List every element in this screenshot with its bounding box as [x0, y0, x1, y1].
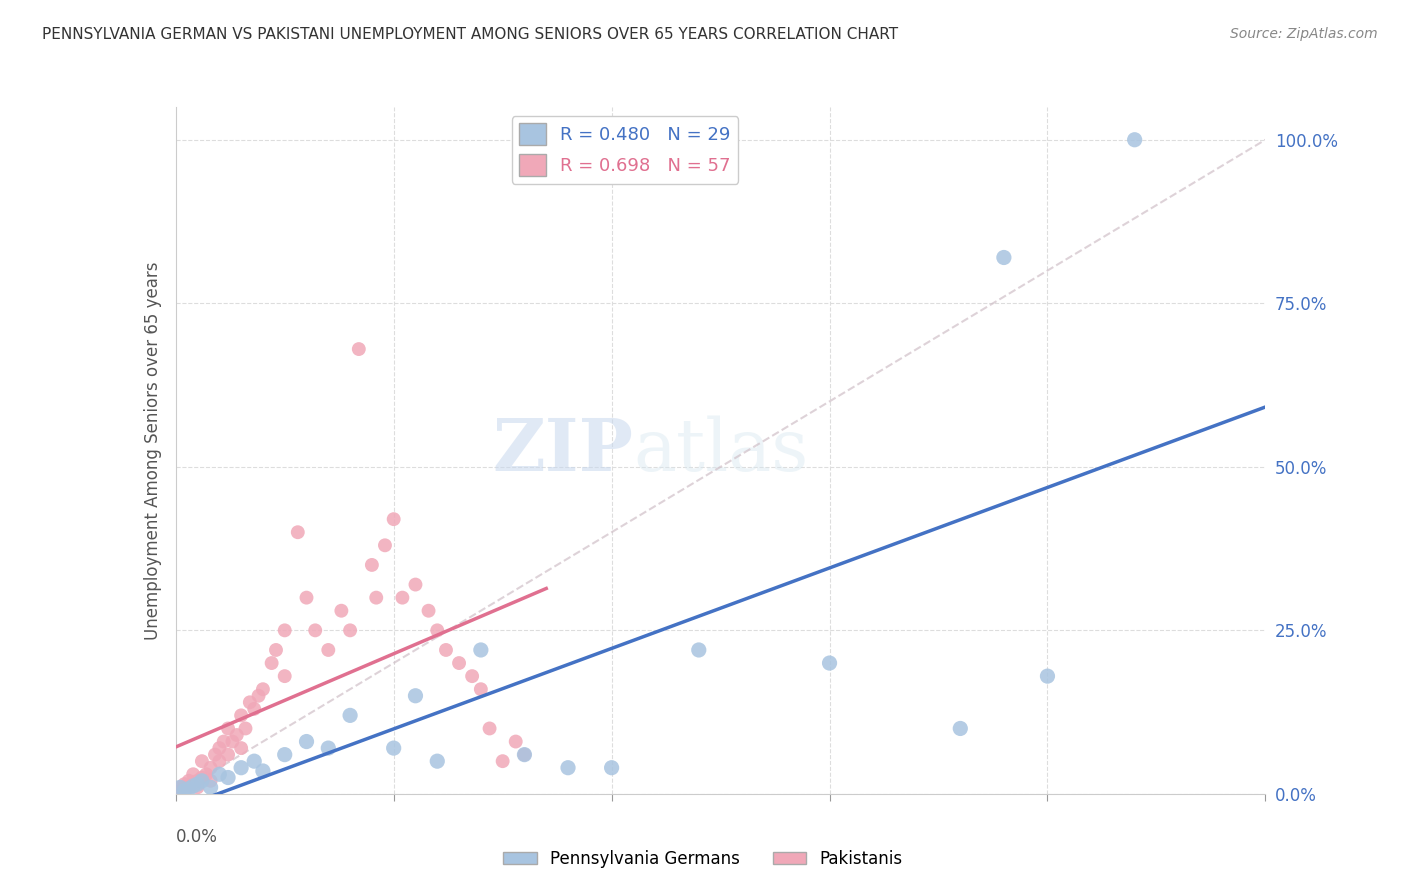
- Point: [217, 747, 239, 762]
- Point: [374, 538, 396, 552]
- Point: [513, 747, 536, 762]
- Point: [225, 728, 247, 742]
- Point: [447, 656, 470, 670]
- Point: [200, 773, 222, 788]
- Point: [212, 734, 235, 748]
- Point: [169, 783, 191, 797]
- Point: [818, 656, 841, 670]
- Point: [177, 780, 200, 795]
- Point: [418, 604, 440, 618]
- Point: [186, 777, 209, 791]
- Point: [173, 781, 195, 796]
- Point: [177, 781, 200, 796]
- Point: [208, 741, 231, 756]
- Point: [217, 722, 239, 736]
- Point: [360, 558, 382, 572]
- Point: [191, 754, 214, 768]
- Text: PENNSYLVANIA GERMAN VS PAKISTANI UNEMPLOYMENT AMONG SENIORS OVER 65 YEARS CORREL: PENNSYLVANIA GERMAN VS PAKISTANI UNEMPLO…: [42, 27, 898, 42]
- Point: [304, 624, 326, 638]
- Point: [347, 342, 370, 356]
- Point: [405, 689, 427, 703]
- Text: 0.0%: 0.0%: [176, 828, 218, 847]
- Point: [181, 767, 204, 781]
- Point: [470, 682, 492, 697]
- Point: [243, 702, 266, 716]
- Point: [287, 525, 309, 540]
- Point: [173, 777, 195, 791]
- Point: [330, 604, 353, 618]
- Point: [235, 722, 257, 736]
- Point: [191, 773, 214, 788]
- Point: [295, 591, 318, 605]
- Point: [231, 741, 253, 756]
- Point: [231, 708, 253, 723]
- Point: [252, 682, 274, 697]
- Point: [177, 773, 200, 788]
- Point: [405, 577, 427, 591]
- Point: [382, 741, 405, 756]
- Point: [247, 689, 270, 703]
- Legend: R = 0.480   N = 29, R = 0.698   N = 57: R = 0.480 N = 29, R = 0.698 N = 57: [512, 116, 738, 184]
- Point: [200, 780, 222, 795]
- Legend: Pennsylvania Germans, Pakistanis: Pennsylvania Germans, Pakistanis: [496, 844, 910, 875]
- Point: [169, 780, 191, 795]
- Point: [239, 695, 262, 709]
- Point: [339, 708, 361, 723]
- Point: [505, 734, 527, 748]
- Point: [600, 761, 623, 775]
- Point: [243, 754, 266, 768]
- Point: [478, 722, 501, 736]
- Text: atlas: atlas: [633, 415, 808, 486]
- Point: [181, 777, 204, 791]
- Point: [221, 734, 243, 748]
- Point: [1036, 669, 1059, 683]
- Point: [461, 669, 484, 683]
- Point: [169, 780, 191, 795]
- Point: [426, 754, 449, 768]
- Point: [274, 747, 297, 762]
- Point: [274, 669, 297, 683]
- Point: [688, 643, 710, 657]
- Point: [252, 764, 274, 778]
- Point: [295, 734, 318, 748]
- Point: [426, 624, 449, 638]
- Point: [318, 741, 340, 756]
- Text: ZIP: ZIP: [492, 415, 633, 486]
- Point: [191, 771, 214, 785]
- Point: [274, 624, 297, 638]
- Point: [366, 591, 388, 605]
- Point: [949, 722, 972, 736]
- Point: [513, 747, 536, 762]
- Point: [208, 754, 231, 768]
- Point: [204, 747, 226, 762]
- Point: [391, 591, 413, 605]
- Point: [200, 761, 222, 775]
- Text: Source: ZipAtlas.com: Source: ZipAtlas.com: [1230, 27, 1378, 41]
- Point: [195, 767, 218, 781]
- Point: [186, 780, 209, 795]
- Point: [434, 643, 457, 657]
- Point: [318, 643, 340, 657]
- Point: [186, 773, 209, 788]
- Point: [181, 779, 204, 793]
- Point: [557, 761, 579, 775]
- Y-axis label: Unemployment Among Seniors over 65 years: Unemployment Among Seniors over 65 years: [143, 261, 162, 640]
- Point: [993, 251, 1015, 265]
- Point: [260, 656, 283, 670]
- Point: [217, 771, 239, 785]
- Point: [208, 767, 231, 781]
- Point: [470, 643, 492, 657]
- Point: [173, 783, 195, 797]
- Point: [382, 512, 405, 526]
- Point: [492, 754, 515, 768]
- Point: [231, 761, 253, 775]
- Point: [339, 624, 361, 638]
- Point: [1123, 133, 1146, 147]
- Point: [264, 643, 287, 657]
